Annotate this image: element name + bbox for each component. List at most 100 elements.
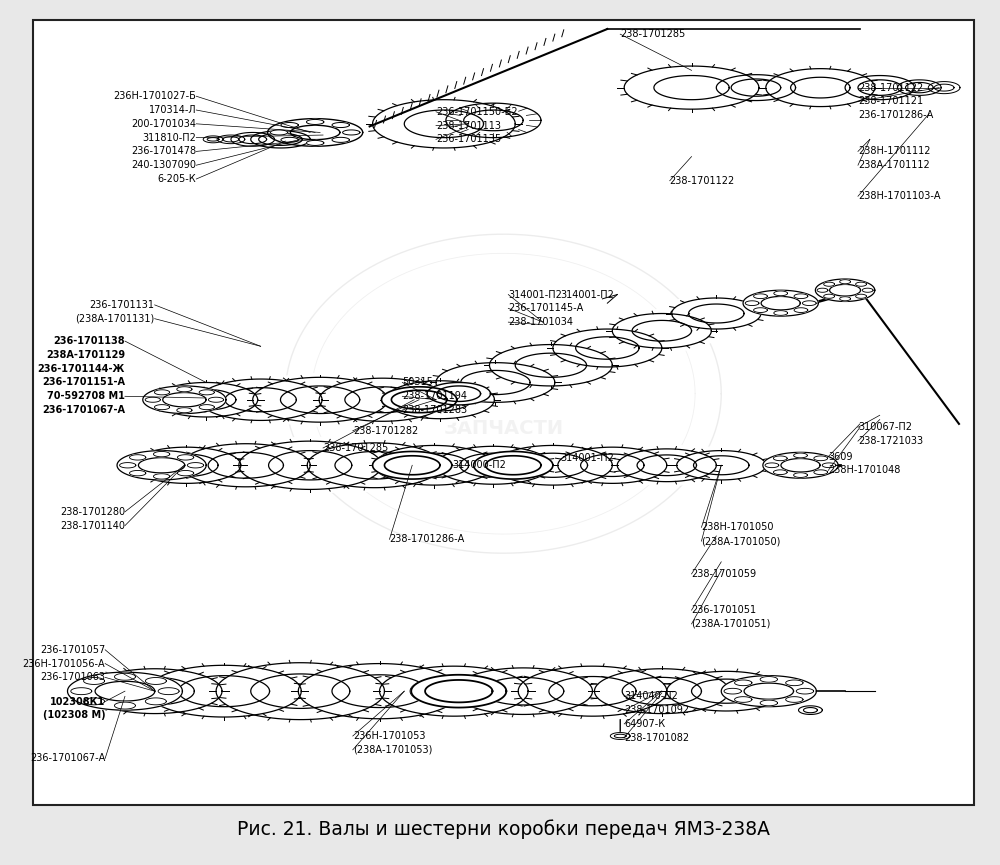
Polygon shape — [840, 297, 850, 301]
Polygon shape — [244, 374, 396, 426]
Polygon shape — [786, 680, 803, 686]
Polygon shape — [794, 453, 807, 458]
Polygon shape — [774, 291, 788, 296]
Polygon shape — [281, 138, 298, 143]
Polygon shape — [153, 474, 170, 479]
Text: 238-1701140: 238-1701140 — [60, 521, 125, 530]
Polygon shape — [281, 123, 298, 127]
Polygon shape — [231, 132, 275, 146]
Polygon shape — [306, 140, 324, 145]
Text: 236-1701145-А: 236-1701145-А — [508, 304, 584, 313]
Text: 238-1701280: 238-1701280 — [60, 507, 125, 516]
Polygon shape — [774, 311, 788, 316]
Polygon shape — [721, 676, 816, 707]
Polygon shape — [794, 473, 807, 477]
Polygon shape — [206, 659, 395, 723]
Text: 238Н-1701048: 238Н-1701048 — [828, 465, 901, 476]
Polygon shape — [656, 668, 796, 714]
Polygon shape — [177, 407, 192, 413]
Polygon shape — [427, 442, 560, 488]
Polygon shape — [735, 680, 752, 686]
Text: 70-592708 М1: 70-592708 М1 — [47, 391, 125, 401]
Polygon shape — [177, 387, 192, 392]
Text: 238-1701286-А: 238-1701286-А — [389, 535, 465, 544]
Polygon shape — [549, 443, 676, 487]
Text: ЗАПЧАСТИ: ЗАПЧАСТИ — [443, 419, 563, 438]
Polygon shape — [154, 405, 170, 410]
Polygon shape — [288, 660, 471, 722]
Text: 238-1701283: 238-1701283 — [402, 405, 467, 415]
Polygon shape — [817, 288, 828, 292]
Text: 236-1701067-А: 236-1701067-А — [42, 405, 125, 415]
Text: 236-1701051: 236-1701051 — [692, 606, 757, 615]
Text: 238Н-1701103-А: 238Н-1701103-А — [858, 191, 940, 202]
Text: 170314-Л: 170314-Л — [149, 105, 196, 115]
Polygon shape — [862, 288, 873, 292]
Polygon shape — [840, 279, 850, 284]
Polygon shape — [77, 665, 232, 717]
Polygon shape — [614, 62, 769, 113]
Text: 236-1701150-Б2: 236-1701150-Б2 — [436, 106, 518, 117]
Polygon shape — [208, 397, 224, 402]
Polygon shape — [71, 688, 92, 695]
Text: 236Н-1701053: 236Н-1701053 — [353, 731, 425, 741]
Polygon shape — [754, 294, 767, 298]
Text: 236-1701144-Ж: 236-1701144-Ж — [38, 363, 125, 374]
Polygon shape — [822, 463, 836, 468]
Polygon shape — [377, 377, 503, 423]
Polygon shape — [757, 65, 884, 111]
Polygon shape — [298, 439, 451, 491]
Polygon shape — [760, 700, 777, 706]
Polygon shape — [608, 445, 725, 485]
Polygon shape — [796, 689, 814, 694]
Polygon shape — [765, 463, 779, 468]
Text: 238-1701121: 238-1701121 — [858, 96, 923, 106]
Text: 238-1701082: 238-1701082 — [624, 733, 689, 743]
Text: 236-1701138: 236-1701138 — [53, 336, 125, 346]
Polygon shape — [332, 123, 349, 127]
Text: ПУБЛИКАЦИЯ: ПУБЛИКАЦИЯ — [459, 465, 548, 477]
Polygon shape — [763, 452, 838, 478]
Polygon shape — [508, 663, 677, 720]
Polygon shape — [663, 294, 770, 333]
Polygon shape — [230, 437, 390, 493]
Polygon shape — [814, 470, 828, 475]
Polygon shape — [130, 471, 146, 476]
Polygon shape — [815, 279, 875, 301]
Text: 50315: 50315 — [402, 377, 433, 388]
Polygon shape — [187, 463, 204, 468]
Polygon shape — [481, 341, 621, 390]
Polygon shape — [199, 405, 214, 410]
Polygon shape — [251, 131, 310, 148]
Polygon shape — [794, 294, 808, 298]
Polygon shape — [743, 291, 818, 316]
Polygon shape — [130, 455, 146, 460]
Text: Рис. 21. Валы и шестерни коробки передач ЯМЗ-238А: Рис. 21. Валы и шестерни коробки передач… — [237, 819, 770, 839]
Polygon shape — [136, 662, 312, 721]
Polygon shape — [898, 80, 941, 95]
Polygon shape — [199, 390, 214, 394]
Polygon shape — [203, 136, 223, 143]
Polygon shape — [145, 677, 166, 684]
Polygon shape — [603, 310, 720, 352]
Polygon shape — [177, 471, 194, 476]
Polygon shape — [153, 452, 170, 457]
Polygon shape — [427, 382, 490, 405]
Text: 240-1307090: 240-1307090 — [131, 160, 196, 170]
Polygon shape — [217, 135, 245, 144]
Polygon shape — [177, 455, 194, 460]
Text: 238-1701285: 238-1701285 — [323, 443, 388, 453]
Polygon shape — [145, 698, 166, 705]
Polygon shape — [724, 689, 741, 694]
Polygon shape — [190, 375, 331, 425]
Polygon shape — [343, 130, 360, 135]
Polygon shape — [158, 688, 179, 695]
Text: 314001-П2: 314001-П2 — [508, 290, 562, 299]
Polygon shape — [382, 387, 457, 413]
Polygon shape — [814, 456, 828, 461]
Polygon shape — [120, 463, 136, 468]
Polygon shape — [411, 675, 506, 708]
Text: 238-1701122: 238-1701122 — [858, 83, 923, 93]
Text: 238-1701122: 238-1701122 — [670, 176, 735, 186]
Polygon shape — [845, 75, 914, 99]
